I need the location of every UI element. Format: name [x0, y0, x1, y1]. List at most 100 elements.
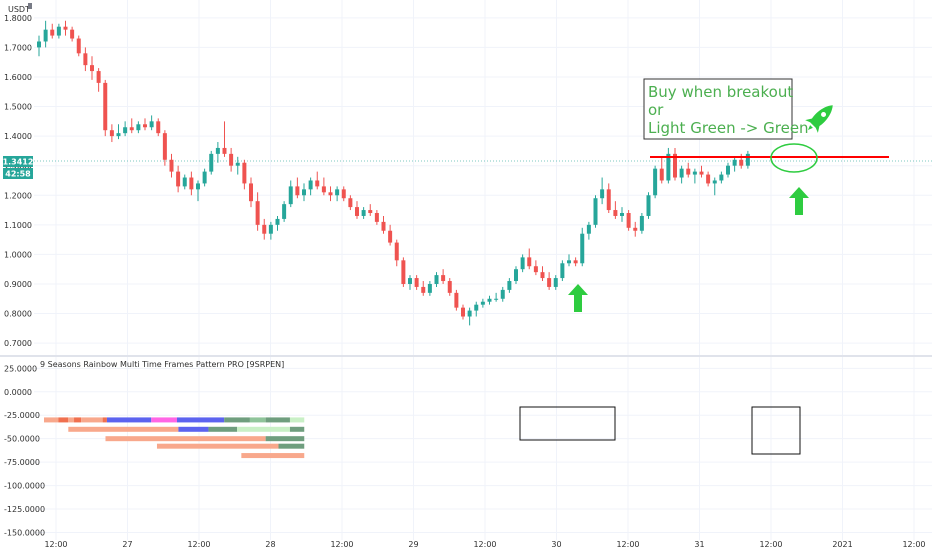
candle-body — [573, 260, 578, 264]
candle-body — [229, 153, 234, 166]
candle-body — [580, 233, 585, 264]
candle-body — [553, 278, 558, 287]
time-tick-label: 12:00 — [902, 540, 925, 549]
candle-body — [156, 121, 161, 134]
candle-body — [633, 227, 638, 231]
candle-body — [282, 204, 287, 219]
indicator-gridlines — [34, 367, 932, 533]
annotation-note[interactable]: Buy when breakout or Light Green -> Gree… — [643, 78, 809, 140]
candle-body — [467, 310, 472, 317]
indicator-tick-label: -150.0000 — [4, 528, 45, 537]
candle-body — [494, 298, 499, 300]
candle-body — [129, 127, 134, 131]
indicator-bar-segment — [265, 436, 305, 442]
rocket-icon — [805, 105, 833, 133]
candle-body — [567, 260, 571, 264]
candle-body — [341, 189, 346, 199]
candle-body — [262, 224, 267, 234]
candle-body — [706, 174, 711, 184]
annotation-line-3: Light Green -> Green — [648, 119, 809, 137]
price-tick-label: 1.5000 — [4, 103, 32, 112]
price-axis[interactable]: 1.80001.70001.60001.50001.40001.30001.20… — [4, 14, 32, 348]
candle-body — [427, 283, 432, 293]
up-arrow-icon — [789, 187, 809, 215]
currency-label: USDT — [8, 5, 30, 14]
candle-body — [514, 269, 518, 282]
indicator-tick-label: -125.0000 — [4, 505, 45, 514]
candle-body — [560, 263, 565, 279]
time-tick-label: 12:00 — [330, 540, 353, 549]
candle-body — [355, 207, 359, 216]
time-tick-label: 27 — [122, 540, 132, 549]
candle-body — [454, 292, 459, 308]
candle-body — [196, 183, 200, 190]
candle-body — [434, 275, 439, 284]
candle-body — [520, 257, 525, 270]
candle-body — [268, 224, 273, 234]
candle-body — [692, 171, 697, 175]
price-tick-label: 1.7000 — [4, 43, 32, 52]
indicator-bar-segment — [241, 453, 305, 459]
indicator-bar-segment — [44, 417, 59, 423]
indicator-bar-segment — [237, 426, 290, 432]
candle-body — [745, 153, 750, 166]
indicator-bar-segment — [249, 417, 266, 423]
candle-body — [116, 133, 121, 137]
time-tick-label: 12:00 — [473, 540, 496, 549]
indicator-bar-segment — [58, 417, 69, 423]
candle-body — [169, 159, 174, 172]
candle-body — [414, 278, 419, 287]
candle-body — [646, 195, 651, 216]
candle-body — [732, 159, 737, 166]
indicator-axis[interactable]: 25.0000 0.0000 -25.0000 -50.0000 -75.0000 -10… — [4, 364, 45, 537]
indicator-bar-segment — [208, 426, 238, 432]
candle-body — [394, 242, 399, 261]
breakout-circle[interactable] — [770, 143, 818, 173]
indicator-bar-segment — [102, 417, 107, 423]
highlight-box[interactable] — [751, 406, 801, 455]
time-tick-label: 2021 — [832, 540, 852, 549]
time-tick-label: 31 — [694, 540, 704, 549]
candle-body — [96, 71, 101, 83]
candle-body — [43, 29, 48, 42]
candle-body — [726, 165, 730, 175]
indicator-bar-segment — [105, 436, 266, 442]
candle-body — [215, 147, 220, 154]
candle-body — [401, 260, 406, 284]
candle-body — [447, 281, 452, 293]
indicator-bar-segment — [151, 417, 177, 423]
candle-body — [242, 162, 247, 184]
candle-body — [686, 168, 691, 175]
time-tick-label: 28 — [265, 540, 275, 549]
candle-body — [149, 121, 154, 128]
candle-body — [381, 221, 386, 231]
time-tick-label: 12:00 — [759, 540, 782, 549]
indicator-tick-label: -50.0000 — [4, 435, 40, 444]
candle-body — [507, 281, 512, 290]
time-axis[interactable]: 12:00 27 12:00 28 12:00 29 12:00 30 12:00 31 12:00… — [44, 540, 925, 549]
candle-body — [308, 180, 313, 190]
candle-body — [63, 26, 68, 30]
candle-body — [639, 215, 644, 231]
candle-body — [109, 130, 114, 137]
candle-body — [533, 266, 538, 273]
indicator-tick-label: 25.0000 — [4, 364, 37, 373]
current-price-badge: 1.3412 — [3, 156, 33, 167]
candle-body — [123, 127, 128, 134]
candle-body — [653, 168, 658, 196]
candle-body — [176, 171, 181, 187]
candle-body — [421, 286, 426, 293]
annotation-line-2: or — [648, 101, 664, 119]
candle-body — [335, 189, 340, 196]
candle-body — [480, 301, 485, 305]
indicator-title[interactable]: 9 Seasons Rainbow Multi Time Frames Patt… — [40, 360, 284, 369]
candle-body — [461, 307, 465, 317]
indicator-tick-label: -75.0000 — [4, 458, 40, 467]
countdown-badge: 42:58 — [3, 168, 33, 179]
indicator-bar-segment — [74, 417, 82, 423]
annotation-line-1: Buy when breakout — [648, 83, 793, 101]
indicator-bar-segment — [289, 417, 305, 423]
highlight-box[interactable] — [519, 406, 616, 441]
candle-body — [162, 133, 167, 160]
